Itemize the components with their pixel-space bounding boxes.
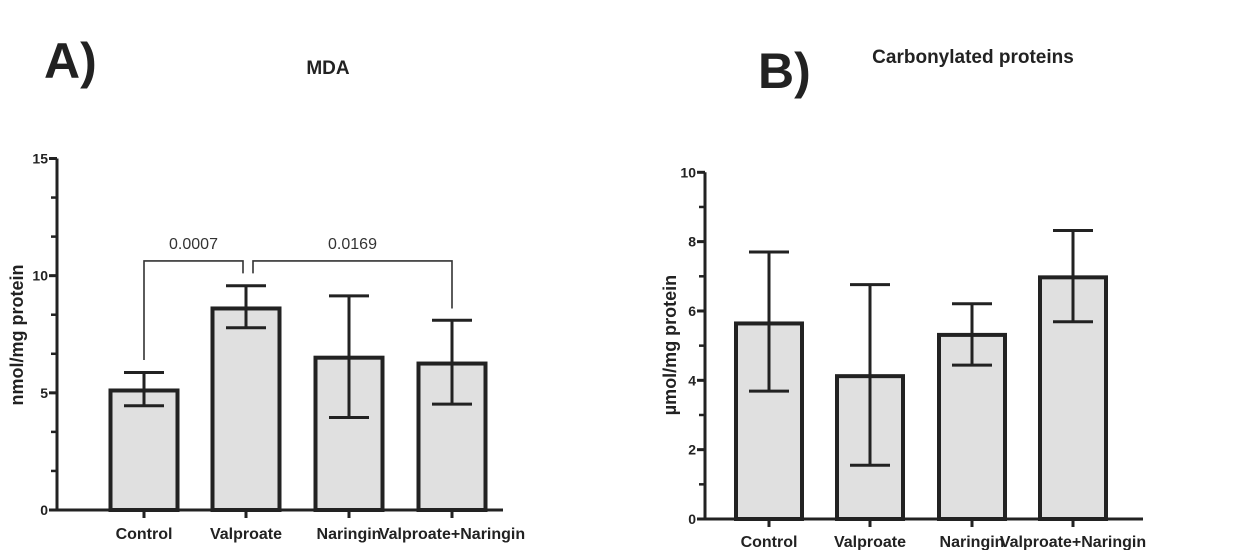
x-tick-label: Control bbox=[741, 534, 798, 550]
y-tick-label: 0 bbox=[40, 502, 48, 518]
y-tick-label: 4 bbox=[688, 372, 696, 388]
y-tick-label: 2 bbox=[688, 442, 696, 458]
significance-bracket bbox=[252, 260, 453, 309]
x-tick-label: Valproate+Naringin bbox=[1000, 534, 1146, 550]
panel-label-a: A) bbox=[44, 33, 97, 89]
y-tick-label: 15 bbox=[32, 151, 48, 167]
y-tick-label: 8 bbox=[688, 234, 696, 250]
significance-bracket bbox=[143, 260, 244, 361]
x-tick-label: Valproate bbox=[834, 534, 906, 550]
y-axis-label-a: nmol/mg protein bbox=[7, 265, 27, 406]
x-tick-label: Control bbox=[116, 526, 173, 543]
y-tick-label: 0 bbox=[688, 511, 696, 527]
bar-valproate bbox=[210, 306, 282, 512]
x-tick-label: Naringin bbox=[317, 526, 382, 543]
p-value-label: 0.0169 bbox=[328, 236, 377, 253]
panel-label-b: B) bbox=[758, 43, 811, 99]
y-tick-label: 10 bbox=[680, 164, 696, 180]
p-value-label: 0.0007 bbox=[169, 236, 218, 253]
y-tick-label: 10 bbox=[32, 268, 48, 284]
y-axis-label-b: µmol/mg protein bbox=[660, 275, 680, 415]
x-tick-label: Valproate+Naringin bbox=[379, 526, 525, 543]
chart-title-b: Carbonylated proteins bbox=[872, 47, 1074, 68]
y-tick-label: 5 bbox=[40, 385, 48, 401]
chart-title-a: MDA bbox=[306, 58, 350, 79]
y-tick-label: 6 bbox=[688, 303, 696, 319]
x-tick-label: Valproate bbox=[210, 526, 282, 543]
x-tick-label: Naringin bbox=[940, 534, 1005, 550]
bar-control bbox=[108, 388, 180, 512]
